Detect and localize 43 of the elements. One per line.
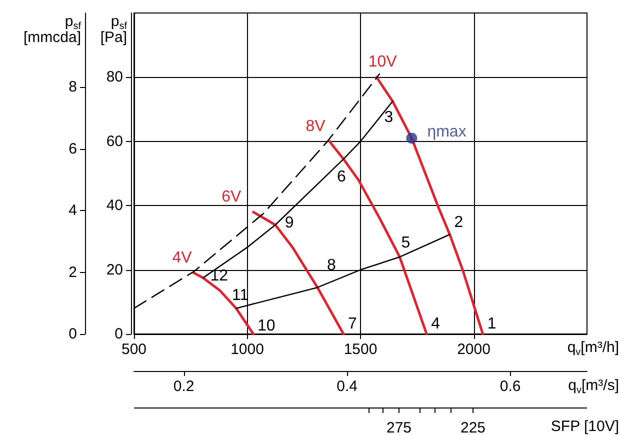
annotation: 3 xyxy=(384,108,394,126)
y2-tick-label: 4 xyxy=(68,202,77,220)
y2-axis-title: p$_{sf}$ [mmcda] xyxy=(23,13,81,46)
y-tick-label: 60 xyxy=(106,132,123,150)
x-tick-label: 2000 xyxy=(457,341,490,358)
y2-tick-label: 2 xyxy=(68,264,77,281)
annotation: 8 xyxy=(327,256,336,274)
y-tick-label: 20 xyxy=(106,261,123,278)
line-series xyxy=(252,210,345,336)
annotation: 10 xyxy=(257,318,276,334)
annotation: 6 xyxy=(337,168,346,186)
y2-tick-label: 6 xyxy=(68,140,77,158)
series-label: 6V xyxy=(222,188,242,206)
series-label: ηmax xyxy=(427,124,466,141)
x-tick-label: 1500 xyxy=(344,341,378,358)
y-axis-title: p$_{sf}$ [Pa] xyxy=(100,13,127,46)
line-series xyxy=(328,140,428,336)
series-label: 4V xyxy=(172,250,192,267)
annotation: 4 xyxy=(431,316,440,332)
series-label: 8V xyxy=(306,118,326,135)
x2-tick-label: 0.6 xyxy=(500,378,521,395)
x2-tick-label: 0.2 xyxy=(173,378,194,395)
text: SFP [10V] xyxy=(550,418,619,435)
x-tick-label: 1000 xyxy=(230,341,264,358)
y-tick-label: 0 xyxy=(114,326,123,342)
x-axis-title: q$_{v}$[m³/h] xyxy=(567,339,619,358)
annotation: 11 xyxy=(232,286,249,304)
annotation: 1 xyxy=(487,316,496,332)
annotation: 5 xyxy=(401,234,410,252)
x2-tick-label: 0.4 xyxy=(336,378,358,395)
annotation: 2 xyxy=(454,214,464,231)
series-label: 10V xyxy=(368,54,398,71)
text: 225 xyxy=(460,420,486,435)
x-tick-label: 500 xyxy=(121,341,147,358)
y-tick-label: 80 xyxy=(106,68,123,86)
y-tick-label: 40 xyxy=(106,197,123,214)
x2-axis-title: q$_{v}$[m³/s] xyxy=(568,377,619,396)
line-series xyxy=(375,76,484,336)
y2-tick-label: 8 xyxy=(68,78,77,96)
y2-tick-label: 0 xyxy=(68,326,77,342)
text: 275 xyxy=(386,420,412,435)
annotation: 9 xyxy=(284,214,294,232)
annotation: 7 xyxy=(348,316,358,332)
